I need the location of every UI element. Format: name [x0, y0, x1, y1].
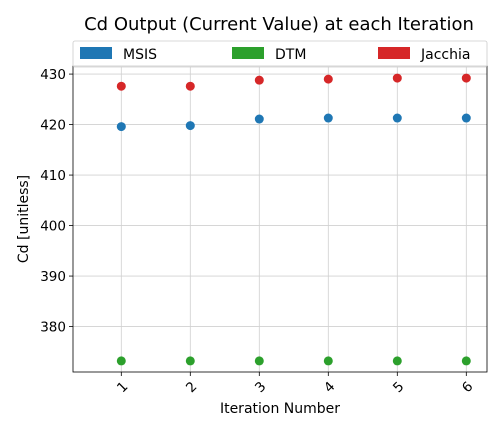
- x-tick-label: 2: [183, 379, 200, 396]
- legend-label-jacchia: Jacchia: [420, 47, 470, 63]
- legend: MSIS DTM Jacchia: [72, 40, 488, 68]
- y-tick-label: 380: [40, 320, 66, 336]
- x-tick-label: 4: [321, 379, 338, 396]
- legend-swatch-jacchia: [378, 47, 410, 59]
- y-tick-label: 410: [40, 168, 66, 184]
- msis-point: [323, 113, 333, 123]
- msis-point: [254, 114, 264, 124]
- points-layer: [116, 73, 471, 366]
- jacchia-point: [254, 75, 264, 85]
- jacchia-point: [461, 73, 471, 83]
- chart-title: Cd Output (Current Value) at each Iterat…: [84, 14, 474, 35]
- legend-swatch-msis: [80, 47, 112, 59]
- y-axis-label: Cd [unitless]: [16, 175, 32, 263]
- dtm-point: [392, 356, 402, 366]
- x-tick-label: 6: [459, 379, 476, 396]
- dtm-point: [461, 356, 471, 366]
- legend-swatch-dtm: [232, 47, 264, 59]
- msis-point: [116, 122, 126, 132]
- y-tick-label: 430: [40, 67, 66, 83]
- legend-label-dtm: DTM: [275, 47, 306, 63]
- x-tick-label: 1: [114, 379, 131, 396]
- dtm-point: [185, 356, 195, 366]
- dtm-point: [323, 356, 333, 366]
- dtm-point: [116, 356, 126, 366]
- plot-frame: [72, 65, 488, 373]
- x-tick-label: 5: [390, 379, 407, 396]
- legend-label-msis: MSIS: [123, 47, 157, 63]
- jacchia-point: [185, 81, 195, 91]
- jacchia-point: [323, 74, 333, 84]
- y-tick-label: 390: [40, 269, 66, 285]
- x-axis-label: Iteration Number: [220, 401, 340, 417]
- jacchia-point: [116, 81, 126, 91]
- msis-point: [185, 121, 195, 131]
- msis-point: [461, 113, 471, 123]
- y-tick-label: 420: [40, 118, 66, 134]
- dtm-point: [254, 356, 264, 366]
- series-msis: [116, 113, 471, 132]
- x-tick-label: 3: [252, 379, 269, 396]
- grid-layer: [73, 66, 487, 372]
- series-jacchia: [116, 73, 471, 91]
- y-tick-label: 400: [40, 219, 66, 235]
- msis-point: [392, 113, 402, 123]
- jacchia-point: [392, 73, 402, 83]
- series-dtm: [116, 356, 471, 366]
